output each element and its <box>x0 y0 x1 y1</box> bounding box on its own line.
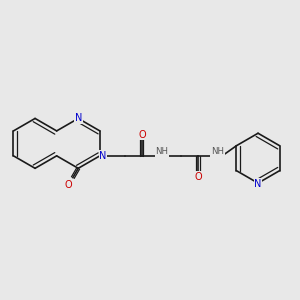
Text: O: O <box>194 172 202 182</box>
Text: O: O <box>64 180 72 190</box>
Text: N: N <box>75 113 82 123</box>
Text: NH: NH <box>211 147 224 156</box>
Text: O: O <box>138 130 146 140</box>
Text: NH: NH <box>155 147 168 156</box>
Text: N: N <box>99 151 107 161</box>
Text: N: N <box>254 179 262 189</box>
